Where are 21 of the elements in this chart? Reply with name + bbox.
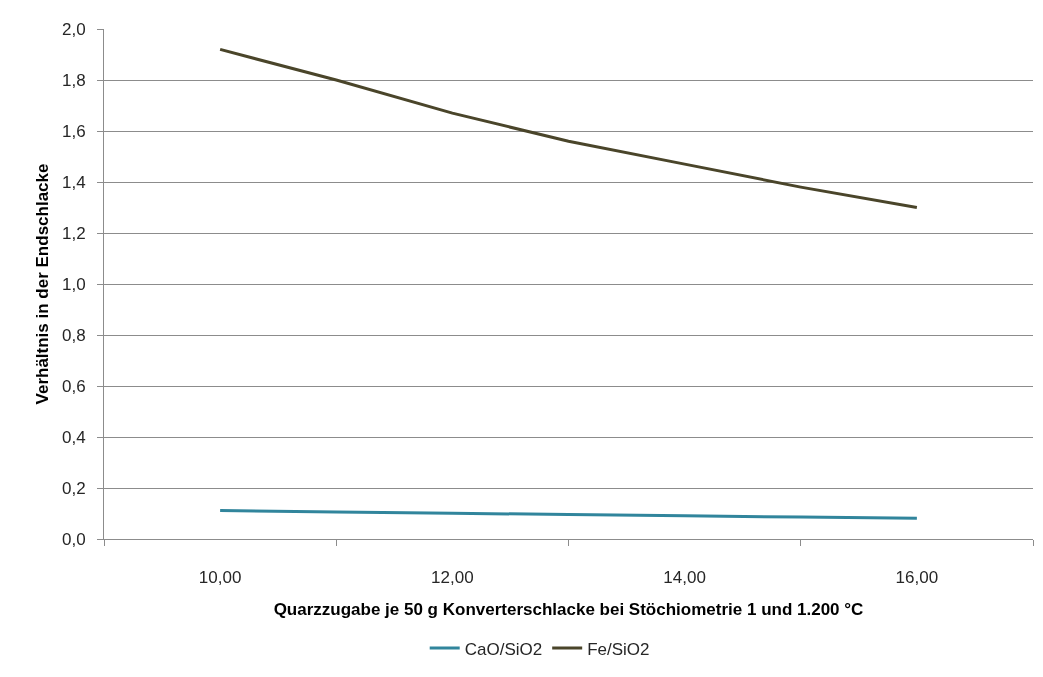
y-tick-label: 0,2 (61, 478, 86, 498)
y-tick-label: 1,6 (61, 121, 86, 141)
x-tick-label: 14,00 (663, 568, 706, 588)
y-tick-label: 0,8 (61, 325, 86, 345)
y-tick-label: 0,4 (61, 427, 86, 447)
x-tick-label: 16,00 (895, 568, 939, 588)
y-tick-label: 2,0 (61, 19, 86, 39)
y-tick-label: 1,8 (61, 70, 86, 90)
y-tick-label: 1,0 (61, 274, 86, 294)
y-tick-label: 0,6 (61, 376, 86, 396)
y-tick-label: 1,4 (61, 172, 86, 192)
line-series (218, 47, 919, 209)
legend-label: Fe/SiO2 (587, 639, 650, 659)
x-tick-label: 10,00 (198, 568, 242, 588)
y-tick-label: 1,2 (61, 223, 86, 243)
x-tick-label: 12,00 (431, 568, 474, 588)
line-series (218, 508, 919, 520)
legend-label: CaO/SiO2 (464, 639, 543, 659)
x-axis-title: Quarzzugabe je 50 g Konverterschlacke bei Stöchiometrie 1 und 1.200 °C (273, 599, 864, 619)
y-tick-label: 0,0 (61, 529, 86, 549)
y-axis-title: Verhältnis in der Endschlacke (32, 163, 52, 405)
